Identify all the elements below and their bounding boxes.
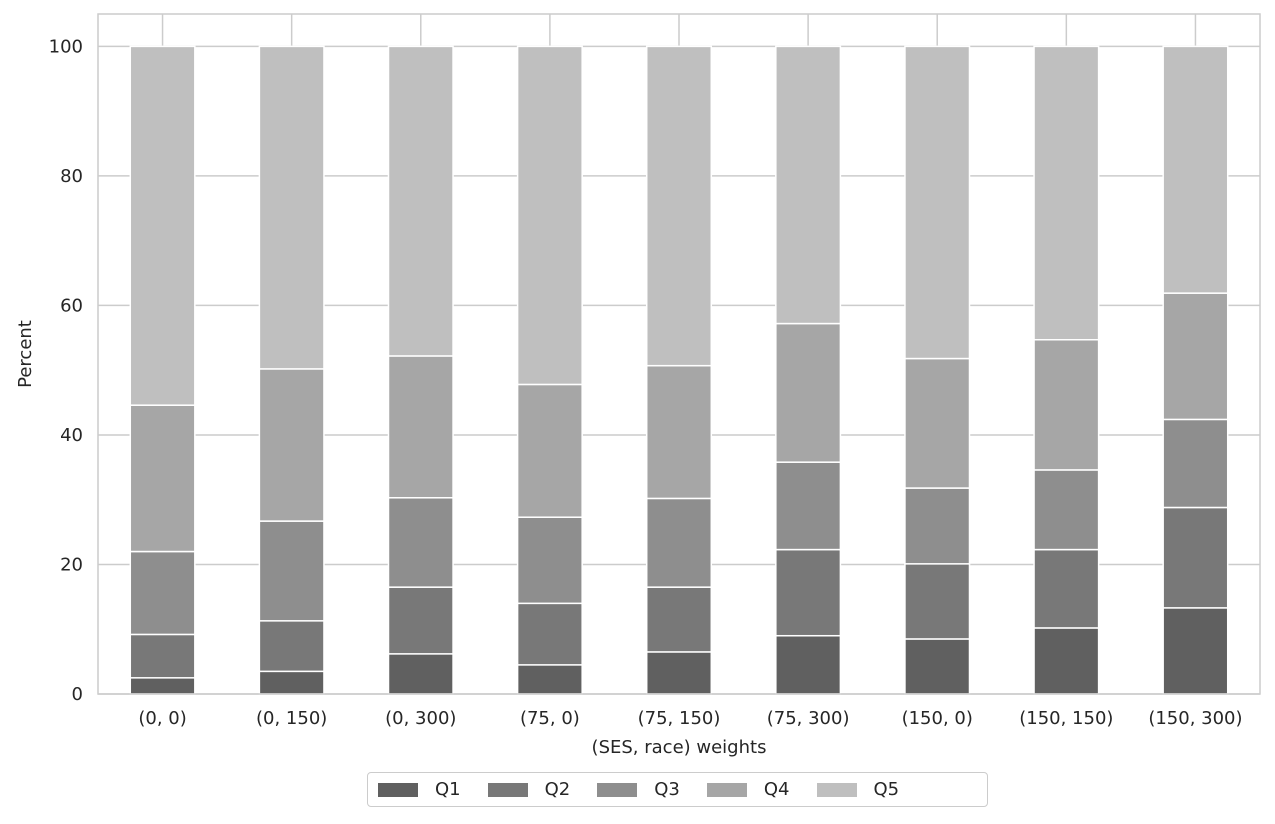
bar-q3-1 bbox=[258, 520, 325, 622]
bar-q5-5 bbox=[775, 45, 842, 325]
y-tick-label: 60 bbox=[60, 295, 83, 316]
legend-item-q4: Q4 bbox=[706, 779, 790, 800]
legend-swatch bbox=[487, 782, 528, 797]
bar-q3-6 bbox=[904, 487, 971, 565]
bar-q1-2 bbox=[387, 653, 454, 695]
x-axis-ticks: (0, 0) (0, 150) (0, 300) (75, 0) (75, 150) (7… bbox=[138, 708, 1242, 729]
bars bbox=[129, 45, 1229, 695]
bar-q2-6 bbox=[904, 563, 971, 640]
x-tick-label: (150, 0) bbox=[902, 708, 973, 729]
x-axis-label: (SES, race) weights bbox=[592, 737, 767, 758]
y-tick-label: 100 bbox=[49, 36, 83, 57]
legend-swatch bbox=[378, 782, 418, 797]
legend-label: Q2 bbox=[544, 779, 571, 800]
y-tick-label: 80 bbox=[60, 166, 83, 187]
x-tick-label: (150, 300) bbox=[1148, 708, 1242, 729]
bar-q4-5 bbox=[775, 322, 842, 463]
bar-q5-3 bbox=[516, 45, 583, 386]
legend-swatch bbox=[706, 782, 747, 797]
bar-q5-7 bbox=[1033, 45, 1100, 341]
bar-q2-2 bbox=[387, 586, 454, 655]
x-tick-label: (0, 0) bbox=[138, 708, 186, 729]
bar-q3-5 bbox=[775, 461, 842, 551]
bar-q3-0 bbox=[129, 550, 196, 636]
y-axis-ticks: 0 20 40 60 80 100 bbox=[49, 36, 83, 705]
x-tick-label: (75, 150) bbox=[638, 708, 721, 729]
bar-q2-8 bbox=[1162, 506, 1229, 609]
x-tick-label: (75, 300) bbox=[767, 708, 850, 729]
x-tick-label: (0, 300) bbox=[385, 708, 456, 729]
bar-q1-3 bbox=[516, 664, 583, 695]
legend-item-q3: Q3 bbox=[597, 779, 680, 800]
bar-q5-1 bbox=[258, 45, 325, 370]
y-tick-label: 40 bbox=[60, 425, 83, 446]
legend-label: Q1 bbox=[435, 779, 461, 800]
bar-q1-6 bbox=[904, 638, 971, 695]
legend-item-q5: Q5 bbox=[816, 779, 900, 800]
bar-q1-5 bbox=[775, 634, 842, 695]
y-axis-label: Percent bbox=[15, 320, 36, 388]
bar-q3-2 bbox=[387, 497, 454, 588]
legend-label: Q4 bbox=[763, 779, 790, 800]
bar-q1-7 bbox=[1033, 627, 1100, 695]
bar-q5-6 bbox=[904, 45, 971, 360]
bar-q5-4 bbox=[645, 45, 713, 367]
legend-label: Q3 bbox=[654, 779, 680, 800]
bar-q4-3 bbox=[516, 383, 583, 518]
bar-q2-0 bbox=[129, 633, 196, 679]
bar-q2-4 bbox=[645, 586, 713, 653]
bar-q1-8 bbox=[1162, 607, 1229, 695]
bar-q4-4 bbox=[645, 364, 713, 500]
legend-label: Q5 bbox=[873, 779, 900, 800]
bar-q1-4 bbox=[645, 651, 713, 695]
legend: Q1 Q2 Q3 Q4 Q5 bbox=[367, 772, 988, 807]
bar-q1-0 bbox=[129, 677, 196, 695]
bar-q5-2 bbox=[387, 45, 454, 357]
legend-swatch bbox=[816, 782, 857, 797]
bar-q4-1 bbox=[258, 368, 325, 522]
bar-q5-8 bbox=[1162, 45, 1229, 294]
legend-swatch bbox=[597, 782, 638, 797]
plot-frame bbox=[97, 13, 1261, 695]
x-tick-label: (150, 150) bbox=[1019, 708, 1113, 729]
bar-q2-5 bbox=[775, 548, 842, 637]
x-tick-label: (0, 150) bbox=[256, 708, 327, 729]
bar-q2-1 bbox=[258, 620, 325, 673]
y-tick-label: 0 bbox=[72, 684, 83, 705]
bar-q1-1 bbox=[258, 670, 325, 695]
bar-q4-6 bbox=[904, 357, 971, 489]
bar-q4-7 bbox=[1033, 339, 1100, 471]
bar-q3-4 bbox=[645, 497, 713, 588]
bar-q4-8 bbox=[1162, 292, 1229, 421]
bar-q5-0 bbox=[129, 45, 196, 406]
legend-item-q2: Q2 bbox=[487, 779, 571, 800]
bar-q3-7 bbox=[1033, 469, 1100, 551]
bar-q4-2 bbox=[387, 355, 454, 499]
bar-q4-0 bbox=[129, 404, 196, 553]
x-tick-label: (75, 0) bbox=[520, 708, 580, 729]
bar-q2-3 bbox=[516, 602, 583, 666]
bar-q3-8 bbox=[1162, 418, 1229, 509]
bar-q3-3 bbox=[516, 516, 583, 605]
y-tick-label: 20 bbox=[60, 554, 83, 575]
legend-item-q1: Q1 bbox=[378, 779, 461, 800]
bar-q2-7 bbox=[1033, 548, 1100, 629]
